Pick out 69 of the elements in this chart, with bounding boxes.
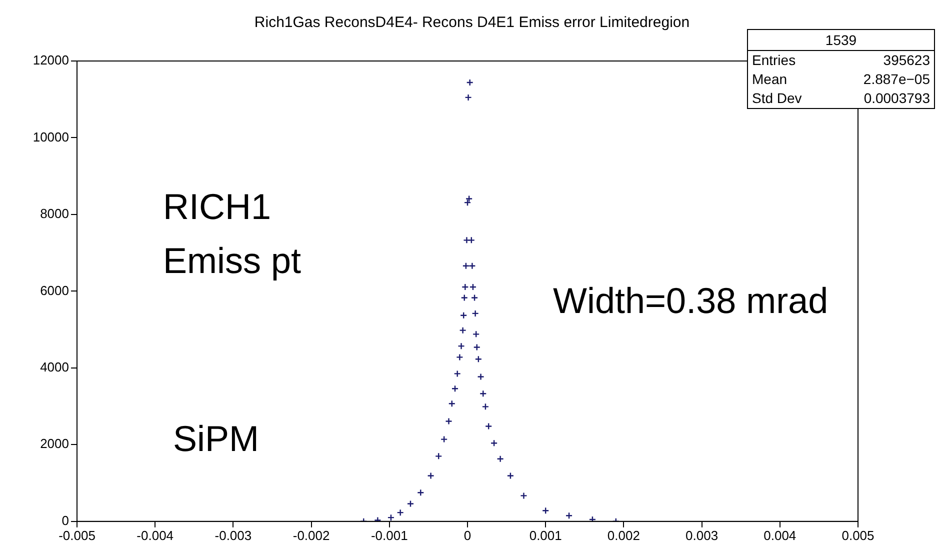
x-tick-label: -0.002 <box>292 528 330 543</box>
x-tick-label: 0.005 <box>842 528 874 543</box>
point <box>462 262 470 270</box>
point <box>465 195 473 202</box>
point <box>542 507 550 514</box>
x-tick-label: 0.003 <box>686 528 718 543</box>
point <box>417 489 424 496</box>
point <box>462 283 469 291</box>
y-tick-label: 12000 <box>32 52 69 68</box>
point <box>496 455 504 462</box>
point <box>463 236 470 244</box>
point <box>454 370 461 378</box>
point <box>464 198 472 206</box>
point <box>468 262 476 270</box>
point <box>458 342 465 350</box>
y-tick-label: 8000 <box>40 206 69 222</box>
point <box>469 283 477 291</box>
point <box>468 236 476 244</box>
point <box>445 418 452 425</box>
annotation: Width=0.38 mrad <box>553 280 828 322</box>
point <box>456 354 464 361</box>
point <box>520 492 528 500</box>
point <box>490 440 498 447</box>
x-tick-label: 0.002 <box>607 528 640 543</box>
point <box>460 294 468 302</box>
point <box>472 330 480 338</box>
point <box>435 452 442 460</box>
text: Entries 395623 <box>752 52 930 68</box>
point <box>460 312 468 319</box>
x-tick-label: -0.001 <box>370 528 408 543</box>
y-tick-label: 10000 <box>32 129 69 144</box>
x-tick-label: 0.004 <box>764 528 796 543</box>
x-tick-label: -0.005 <box>58 528 96 543</box>
x-tick-label: -0.004 <box>136 528 174 543</box>
x-tick-label: 0 <box>464 528 472 543</box>
text: Std Dev 0.0003793 <box>752 90 930 106</box>
x-tick-label: -0.003 <box>214 528 252 543</box>
point <box>480 390 487 398</box>
text: 1539 <box>748 30 934 51</box>
point <box>387 514 395 522</box>
point <box>588 516 596 522</box>
point <box>440 436 448 443</box>
point <box>451 385 459 392</box>
point <box>472 310 479 318</box>
annotation: RICH1 <box>163 186 272 228</box>
point <box>477 373 484 380</box>
annotation: Emiss pt <box>163 240 302 282</box>
point <box>448 400 456 408</box>
chart-title: Rich1Gas ReconsD4E4- Recons D4E1 Emiss error Limitedregion <box>253 14 691 31</box>
point <box>470 294 478 302</box>
y-tick-label: 4000 <box>40 360 69 375</box>
point <box>482 403 490 410</box>
text: Mean 2.887e−05 <box>752 71 930 87</box>
point <box>474 356 482 363</box>
point <box>396 508 404 516</box>
y-tick-label: 2000 <box>40 436 69 452</box>
point <box>466 78 474 86</box>
y-tick-label: 0 <box>62 512 69 528</box>
point <box>484 422 492 430</box>
point <box>565 512 573 520</box>
point <box>506 472 514 480</box>
x-tick-label: 0.001 <box>529 528 562 543</box>
y-tick-label: 6000 <box>40 282 69 298</box>
annotation: SiPM <box>173 418 260 460</box>
point <box>459 326 466 334</box>
point <box>406 500 414 508</box>
point <box>464 94 472 102</box>
point <box>473 344 480 351</box>
point <box>427 472 434 480</box>
